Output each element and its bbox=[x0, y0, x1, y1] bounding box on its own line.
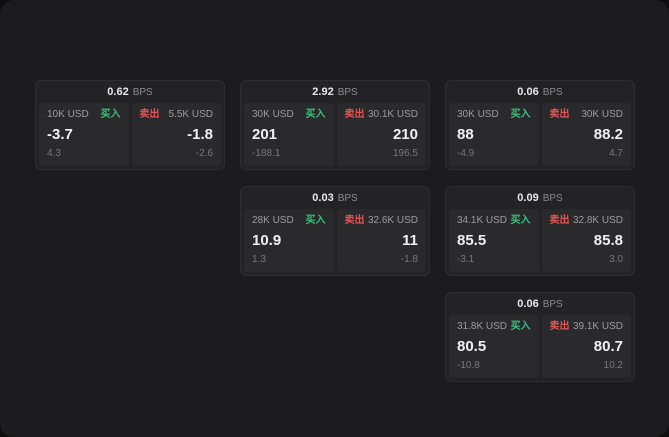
sell-sub-value: 4.7 bbox=[609, 148, 623, 159]
bps-unit-label: BPS bbox=[337, 86, 358, 98]
sell-label: 卖出 bbox=[549, 215, 570, 226]
sell-notional: 5.5K USD bbox=[168, 109, 213, 120]
buy-notional: 30K USD bbox=[457, 109, 499, 120]
quote-card: 0.03 BPS 28K USD 买入 10.9 1.3 卖出 32.6K US… bbox=[240, 186, 430, 276]
sell-label: 卖出 bbox=[549, 109, 570, 120]
buy-notional: 28K USD bbox=[252, 215, 294, 226]
sell-sub-value: -1.8 bbox=[400, 254, 418, 265]
spread-value: 0.03 bbox=[312, 192, 334, 204]
buy-label: 买入 bbox=[510, 215, 531, 226]
sell-notional: 30.1K USD bbox=[367, 109, 418, 120]
sell-panel[interactable]: 卖出 30.1K USD 210 196.5 bbox=[336, 103, 426, 166]
sell-panel[interactable]: 卖出 32.8K USD 85.8 3.0 bbox=[541, 209, 631, 272]
buy-panel[interactable]: 10K USD 买入 -3.7 4.3 bbox=[39, 103, 129, 166]
buy-label: 买入 bbox=[510, 109, 531, 120]
sell-price: 210 bbox=[392, 126, 418, 143]
sell-panel[interactable]: 卖出 32.6K USD 11 -1.8 bbox=[336, 209, 426, 272]
buy-price: 10.9 bbox=[252, 232, 282, 249]
sell-price: 80.7 bbox=[593, 338, 623, 355]
buy-sub-value: -4.9 bbox=[457, 148, 475, 159]
buy-label: 买入 bbox=[305, 109, 326, 120]
buy-price: -3.7 bbox=[47, 126, 73, 143]
buy-notional: 30K USD bbox=[252, 109, 294, 120]
bps-unit-label: BPS bbox=[542, 192, 563, 204]
buy-label: 买入 bbox=[510, 321, 531, 332]
sell-panel[interactable]: 卖出 30K USD 88.2 4.7 bbox=[541, 103, 631, 166]
buy-label: 买入 bbox=[100, 109, 121, 120]
spread-header: 0.62 BPS bbox=[36, 81, 224, 103]
bps-unit-label: BPS bbox=[542, 86, 563, 98]
spread-value: 0.06 bbox=[517, 298, 539, 310]
spread-header: 2.92 BPS bbox=[241, 81, 429, 103]
buy-panel[interactable]: 30K USD 买入 201 -188.1 bbox=[244, 103, 334, 166]
sell-sub-value: -2.6 bbox=[195, 148, 213, 159]
sell-panel[interactable]: 卖出 5.5K USD -1.8 -2.6 bbox=[131, 103, 221, 166]
sell-label: 卖出 bbox=[139, 109, 160, 120]
quote-card: 0.06 BPS 31.8K USD 买入 80.5 -10.8 卖出 39.1… bbox=[445, 292, 635, 382]
buy-sub-value: -3.1 bbox=[457, 254, 475, 265]
quote-card: 0.62 BPS 10K USD 买入 -3.7 4.3 卖出 5.5K USD bbox=[35, 80, 225, 170]
sell-label: 卖出 bbox=[549, 321, 570, 332]
spread-header: 0.06 BPS bbox=[446, 81, 634, 103]
sell-sub-value: 196.5 bbox=[392, 148, 418, 159]
buy-panel[interactable]: 28K USD 买入 10.9 1.3 bbox=[244, 209, 334, 272]
buy-notional: 31.8K USD bbox=[457, 321, 508, 332]
sell-price: -1.8 bbox=[187, 126, 213, 143]
sell-price: 11 bbox=[402, 232, 418, 249]
buy-sub-value: 1.3 bbox=[252, 254, 266, 265]
spread-value: 0.06 bbox=[517, 86, 539, 98]
bps-unit-label: BPS bbox=[132, 86, 153, 98]
sell-notional: 32.8K USD bbox=[572, 215, 623, 226]
buy-notional: 10K USD bbox=[47, 109, 89, 120]
sell-notional: 39.1K USD bbox=[572, 321, 623, 332]
buy-sub-value: -10.8 bbox=[457, 360, 480, 371]
sell-label: 卖出 bbox=[344, 215, 365, 226]
buy-sub-value: 4.3 bbox=[47, 148, 61, 159]
sell-panel[interactable]: 卖出 39.1K USD 80.7 10.2 bbox=[541, 315, 631, 378]
quote-card: 0.09 BPS 34.1K USD 买入 85.5 -3.1 卖出 32.8K… bbox=[445, 186, 635, 276]
sell-notional: 30K USD bbox=[581, 109, 623, 120]
sell-sub-value: 10.2 bbox=[603, 360, 623, 371]
sell-sub-value: 3.0 bbox=[609, 254, 623, 265]
buy-price: 201 bbox=[252, 126, 278, 143]
spread-value: 2.92 bbox=[312, 86, 334, 98]
spread-header: 0.06 BPS bbox=[446, 293, 634, 315]
buy-panel[interactable]: 34.1K USD 买入 85.5 -3.1 bbox=[449, 209, 539, 272]
quote-card: 0.06 BPS 30K USD 买入 88 -4.9 卖出 30K USD bbox=[445, 80, 635, 170]
buy-sub-value: -188.1 bbox=[252, 148, 281, 159]
quote-card: 2.92 BPS 30K USD 买入 201 -188.1 卖出 30.1K … bbox=[240, 80, 430, 170]
bps-unit-label: BPS bbox=[337, 192, 358, 204]
buy-price: 85.5 bbox=[457, 232, 487, 249]
spread-header: 0.03 BPS bbox=[241, 187, 429, 209]
sell-price: 85.8 bbox=[593, 232, 623, 249]
sell-notional: 32.6K USD bbox=[367, 215, 418, 226]
buy-panel[interactable]: 31.8K USD 买入 80.5 -10.8 bbox=[449, 315, 539, 378]
buy-price: 80.5 bbox=[457, 338, 487, 355]
bps-unit-label: BPS bbox=[542, 298, 563, 310]
buy-notional: 34.1K USD bbox=[457, 215, 508, 226]
sell-price: 88.2 bbox=[593, 126, 623, 143]
buy-panel[interactable]: 30K USD 买入 88 -4.9 bbox=[449, 103, 539, 166]
quote-board: 0.62 BPS 10K USD 买入 -3.7 4.3 卖出 5.5K USD bbox=[35, 80, 635, 382]
spread-value: 0.62 bbox=[107, 86, 129, 98]
spread-value: 0.09 bbox=[517, 192, 539, 204]
buy-label: 买入 bbox=[305, 215, 326, 226]
buy-price: 88 bbox=[457, 126, 474, 143]
spread-header: 0.09 BPS bbox=[446, 187, 634, 209]
sell-label: 卖出 bbox=[344, 109, 365, 120]
